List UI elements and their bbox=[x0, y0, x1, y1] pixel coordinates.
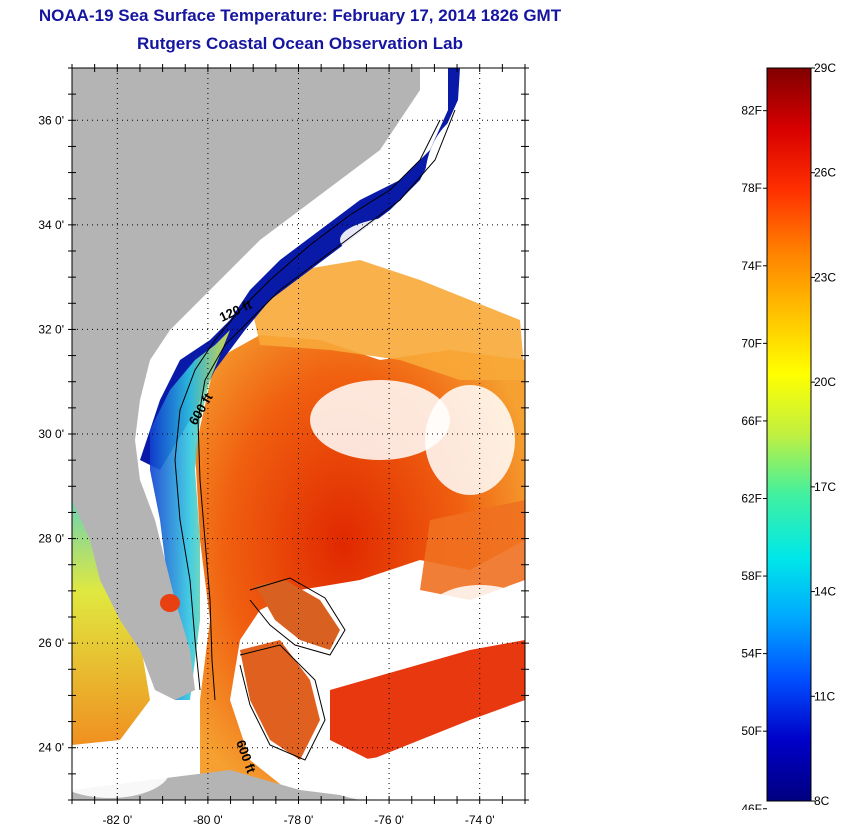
contour-bahamas bbox=[249, 577, 346, 656]
cloud-patch bbox=[72, 742, 170, 798]
lake-okeechobee bbox=[160, 594, 180, 612]
gulf-of-mexico-water bbox=[72, 490, 150, 745]
celsius-label: 8C bbox=[814, 794, 830, 808]
fahrenheit-labels: 82F 78F 74F 70F 66F 62F 58F 54F 50F 46F bbox=[741, 104, 767, 810]
map-title: NOAA-19 Sea Surface Temperature: Februar… bbox=[38, 6, 562, 25]
cloud-patch bbox=[310, 380, 450, 460]
celsius-label: 23C bbox=[814, 270, 836, 284]
fahrenheit-label: 46F bbox=[741, 802, 762, 810]
celsius-label: 17C bbox=[814, 480, 836, 494]
map-image-layer bbox=[72, 68, 525, 800]
temperature-colorbar: 82F 78F 74F 70F 66F 62F 58F 54F 50F 46F 29C 26C 23C… bbox=[741, 61, 836, 810]
colorbar-scale bbox=[766, 67, 812, 802]
axis-labels: 36 0' 34 0' 32 0' 30 0' 28 0' 26 0' 24 0' -82 0… bbox=[38, 113, 494, 827]
shelf-transition-water bbox=[150, 330, 230, 700]
fahrenheit-label: 58F bbox=[741, 569, 762, 583]
lon-tick-label: -78 0' bbox=[284, 813, 314, 827]
celsius-label: 26C bbox=[814, 166, 836, 180]
sst-map: 120 ft 600 ft 600 ft 36 0'34 0'32 0'30 0… bbox=[38, 64, 529, 827]
cuba-land bbox=[72, 770, 380, 800]
fahrenheit-label: 54F bbox=[741, 647, 762, 661]
offshore-warm-water bbox=[250, 260, 525, 380]
celsius-label: 29C bbox=[814, 61, 836, 75]
cloud-patch bbox=[425, 385, 515, 495]
grid-lines bbox=[72, 68, 525, 800]
lat-tick-label: 32 0' bbox=[38, 322, 64, 336]
celsius-label: 20C bbox=[814, 375, 836, 389]
lon-tick-label: -82 0' bbox=[102, 813, 132, 827]
fahrenheit-label: 70F bbox=[741, 336, 762, 350]
contour-120ft bbox=[174, 119, 441, 691]
cloud-patch bbox=[425, 110, 525, 250]
lon-tick-label: -74 0' bbox=[465, 813, 495, 827]
contour-600ft bbox=[197, 109, 456, 701]
lat-tick-label: 30 0' bbox=[38, 427, 64, 441]
cold-shelf-water bbox=[140, 68, 460, 470]
fahrenheit-label: 78F bbox=[741, 181, 762, 195]
lat-tick-label: 36 0' bbox=[38, 113, 64, 127]
axis-ticks bbox=[68, 64, 529, 804]
celsius-label: 11C bbox=[814, 689, 835, 703]
southeast-warm-patch bbox=[420, 500, 525, 600]
lat-tick-label: 34 0' bbox=[38, 218, 64, 232]
land-mass bbox=[72, 68, 420, 700]
map-subtitle: Rutgers Coastal Ocean Observation Lab bbox=[137, 34, 463, 53]
cloud-patch bbox=[320, 755, 520, 800]
contour-bahamas-south bbox=[239, 644, 326, 761]
lat-tick-label: 24 0' bbox=[38, 741, 64, 755]
bahamas-bank bbox=[255, 580, 340, 650]
fahrenheit-label: 74F bbox=[741, 259, 762, 273]
lat-tick-label: 28 0' bbox=[38, 532, 64, 546]
lon-tick-label: -80 0' bbox=[193, 813, 223, 827]
southern-warm-water bbox=[330, 640, 525, 760]
fahrenheit-label: 50F bbox=[741, 724, 762, 738]
bahamas-bank-south bbox=[240, 640, 320, 760]
lon-tick-label: -76 0' bbox=[374, 813, 404, 827]
cloud-patch bbox=[430, 585, 525, 635]
fahrenheit-label: 62F bbox=[741, 491, 762, 505]
celsius-label: 14C bbox=[814, 585, 836, 599]
fahrenheit-label: 66F bbox=[741, 414, 762, 428]
lat-tick-label: 26 0' bbox=[38, 636, 64, 650]
celsius-labels: 29C 26C 23C 20C 17C 14C 11C 8C bbox=[811, 61, 836, 808]
fahrenheit-label: 82F bbox=[741, 104, 762, 118]
